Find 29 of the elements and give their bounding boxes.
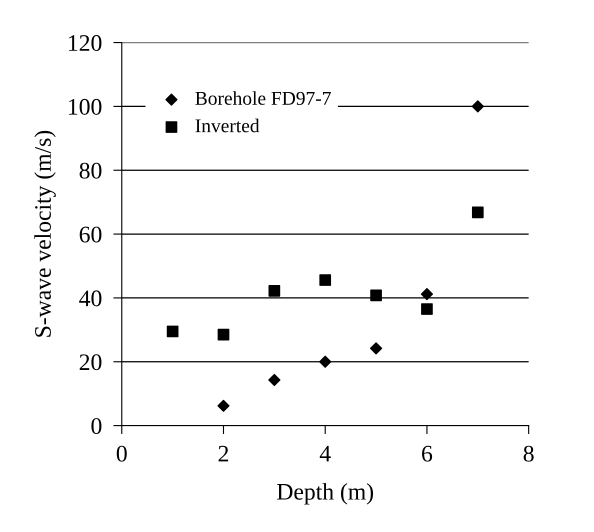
y-tick-label: 80: [80, 162, 102, 179]
x-tick-label: 2: [218, 446, 228, 462]
x-tick-label: 6: [422, 446, 432, 462]
y-tick-label: 120: [68, 35, 102, 51]
x-tick-label: 0: [116, 446, 127, 462]
point: [319, 356, 332, 368]
x-tick-label: 4: [320, 446, 331, 462]
point: [166, 326, 178, 338]
x-axis-title: Depth (m): [277, 483, 374, 505]
y-tick-label: 60: [80, 226, 102, 243]
point: [472, 100, 484, 112]
point: [420, 288, 434, 300]
point: [421, 303, 433, 315]
point: [218, 328, 230, 340]
y-tick-label: 100: [68, 98, 102, 115]
x-tick-label: 8: [524, 446, 534, 462]
point: [319, 274, 332, 286]
point: [472, 206, 484, 218]
y-axis-title: S-wave velocity (m/s): [34, 130, 56, 337]
legend-label: Inverted: [195, 118, 260, 132]
point: [217, 400, 230, 412]
y-tick-label: 0: [91, 418, 102, 434]
point: [268, 285, 280, 297]
legend-label: Borehole FD97-7: [195, 91, 331, 105]
point: [268, 374, 280, 386]
y-tick-label: 20: [80, 354, 102, 370]
y-tick-label: 40: [79, 290, 102, 306]
point: [370, 290, 382, 302]
point: [370, 342, 382, 354]
